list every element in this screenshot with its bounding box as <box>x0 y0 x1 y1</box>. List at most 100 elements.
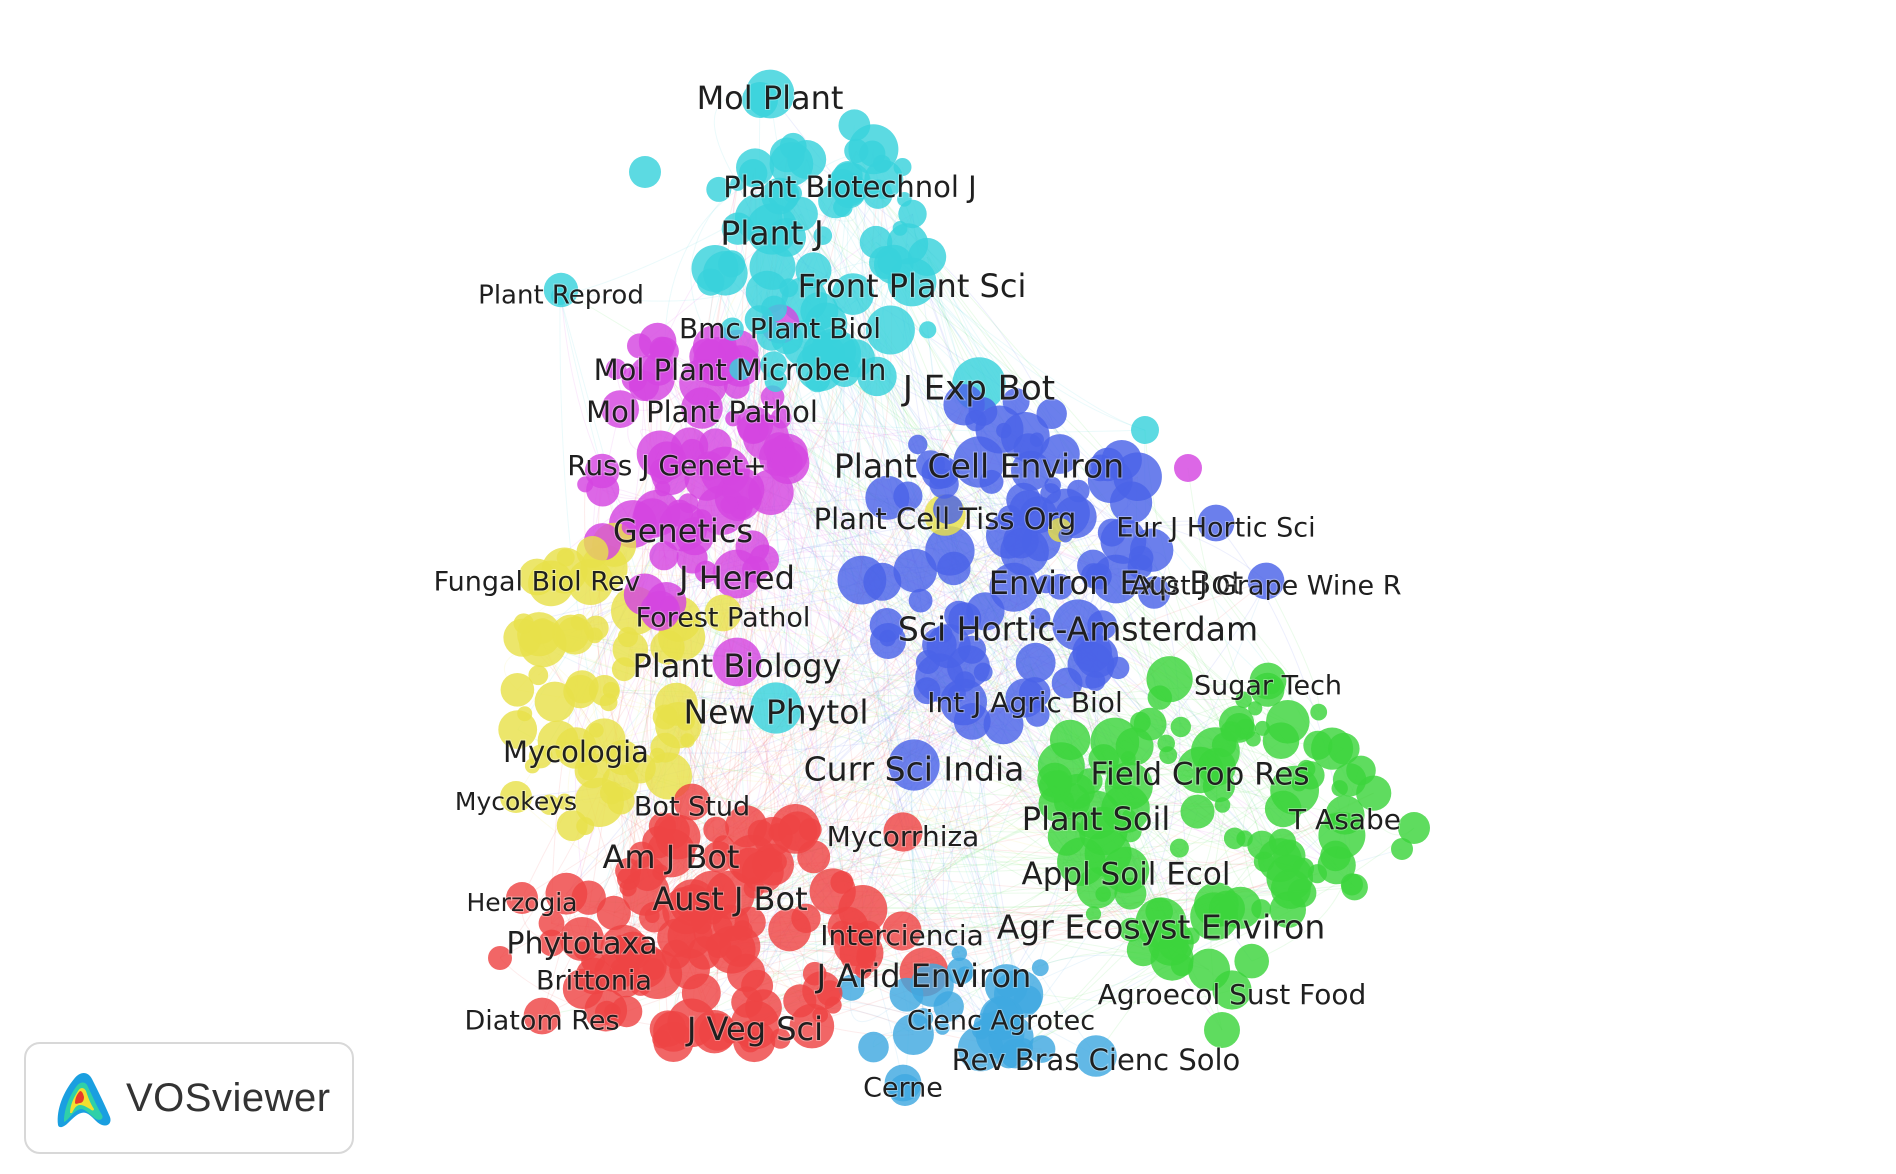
network-node[interactable] <box>1263 676 1281 695</box>
network-node[interactable] <box>855 962 872 979</box>
network-node[interactable] <box>1287 878 1317 908</box>
network-node[interactable] <box>882 911 922 951</box>
node-label[interactable]: J Veg Sci <box>684 1009 824 1049</box>
network-node[interactable] <box>893 481 923 511</box>
network-node[interactable] <box>1130 711 1151 733</box>
network-node[interactable] <box>680 438 704 463</box>
network-node[interactable] <box>725 945 742 962</box>
network-node[interactable] <box>995 974 1019 998</box>
network-node[interactable] <box>1072 632 1112 673</box>
network-node[interactable] <box>915 450 945 480</box>
network-node[interactable] <box>632 498 673 539</box>
network-node[interactable] <box>933 494 964 525</box>
node-label[interactable]: Herzogia <box>465 887 578 918</box>
network-node[interactable] <box>730 176 746 191</box>
network-node[interactable] <box>1015 1038 1033 1057</box>
network-node[interactable] <box>1036 398 1067 429</box>
node-label[interactable]: Brittonia <box>535 965 653 998</box>
node-label[interactable]: Plant Biology <box>632 646 843 686</box>
network-node[interactable] <box>1204 1012 1240 1048</box>
network-node[interactable] <box>948 684 966 703</box>
network-node[interactable] <box>1391 838 1413 860</box>
network-node[interactable] <box>676 712 695 731</box>
node-label[interactable]: Interciencia <box>819 918 985 953</box>
network-node[interactable] <box>695 451 724 481</box>
network-node[interactable] <box>1018 677 1051 709</box>
network-node[interactable] <box>833 197 853 218</box>
network-node[interactable] <box>1131 416 1159 444</box>
network-node[interactable] <box>681 387 723 429</box>
network-node[interactable] <box>719 464 742 486</box>
network-node[interactable] <box>1251 899 1272 919</box>
network-node[interactable] <box>1120 751 1136 766</box>
network-node[interactable] <box>838 974 865 1001</box>
network-node[interactable] <box>879 629 896 647</box>
network-node[interactable] <box>1122 809 1137 824</box>
network-node[interactable] <box>1076 768 1103 794</box>
network-node[interactable] <box>720 317 744 341</box>
node-label[interactable]: Front Plant Sci <box>797 266 1028 306</box>
network-node[interactable] <box>859 225 893 259</box>
network-node[interactable] <box>611 657 636 682</box>
node-label[interactable]: Curr Sci India <box>803 749 1026 790</box>
network-node[interactable] <box>844 138 869 163</box>
network-node[interactable] <box>678 519 695 537</box>
network-node[interactable] <box>1088 744 1119 775</box>
network-node[interactable] <box>764 369 787 392</box>
network-node[interactable] <box>718 250 746 278</box>
node-label[interactable]: Aust J Bot <box>651 879 808 919</box>
node-label[interactable]: Mol Plant Microbe In <box>593 352 888 388</box>
network-node[interactable] <box>629 156 661 188</box>
network-node[interactable] <box>1208 890 1245 927</box>
network-node[interactable] <box>649 458 676 485</box>
network-node[interactable] <box>1268 828 1297 856</box>
network-node[interactable] <box>1029 432 1044 447</box>
network-node[interactable] <box>908 588 933 613</box>
network-node[interactable] <box>1202 770 1235 803</box>
network-node[interactable] <box>1114 877 1147 910</box>
node-label[interactable]: Forest Pathol <box>635 602 812 635</box>
network-node[interactable] <box>1170 954 1194 977</box>
network-node[interactable] <box>1398 812 1430 844</box>
network-node[interactable] <box>652 1030 671 1049</box>
node-label[interactable]: Phytotaxa <box>505 926 658 963</box>
network-node[interactable] <box>765 851 787 873</box>
network-node[interactable] <box>1180 794 1215 829</box>
node-label[interactable]: Bmc Plant Biol <box>678 311 882 346</box>
network-node[interactable] <box>1340 873 1363 896</box>
network-node[interactable] <box>556 793 573 810</box>
network-node[interactable] <box>577 760 598 781</box>
network-node[interactable] <box>680 733 695 748</box>
network-node[interactable] <box>1036 574 1056 594</box>
network-node[interactable] <box>518 558 556 596</box>
network-node[interactable] <box>1214 797 1231 813</box>
network-node[interactable] <box>630 974 652 996</box>
network-node[interactable] <box>712 637 762 687</box>
network-node[interactable] <box>863 562 902 601</box>
network-node[interactable] <box>693 365 710 382</box>
network-node[interactable] <box>1095 886 1111 902</box>
network-node[interactable] <box>833 161 863 191</box>
network-node[interactable] <box>610 995 643 1028</box>
network-node[interactable] <box>1147 685 1173 710</box>
network-node[interactable] <box>621 519 638 535</box>
network-node[interactable] <box>729 358 752 381</box>
network-node[interactable] <box>517 706 533 722</box>
network-node[interactable] <box>830 870 854 894</box>
node-label[interactable]: Plant J <box>719 213 824 254</box>
network-node[interactable] <box>913 677 941 705</box>
network-node[interactable] <box>743 877 765 899</box>
node-label[interactable]: J Hered <box>676 558 796 598</box>
network-node[interactable] <box>1182 927 1200 945</box>
network-node[interactable] <box>737 413 769 445</box>
network-node[interactable] <box>779 278 799 298</box>
network-node[interactable] <box>1328 732 1360 765</box>
network-node[interactable] <box>1169 838 1189 858</box>
network-node[interactable] <box>838 109 871 142</box>
network-node[interactable] <box>889 1074 921 1106</box>
node-label[interactable]: New Phytol <box>682 692 869 733</box>
network-node[interactable] <box>798 818 822 841</box>
network-node[interactable] <box>830 920 854 944</box>
network-node[interactable] <box>1212 970 1252 1010</box>
network-node[interactable] <box>813 226 833 245</box>
